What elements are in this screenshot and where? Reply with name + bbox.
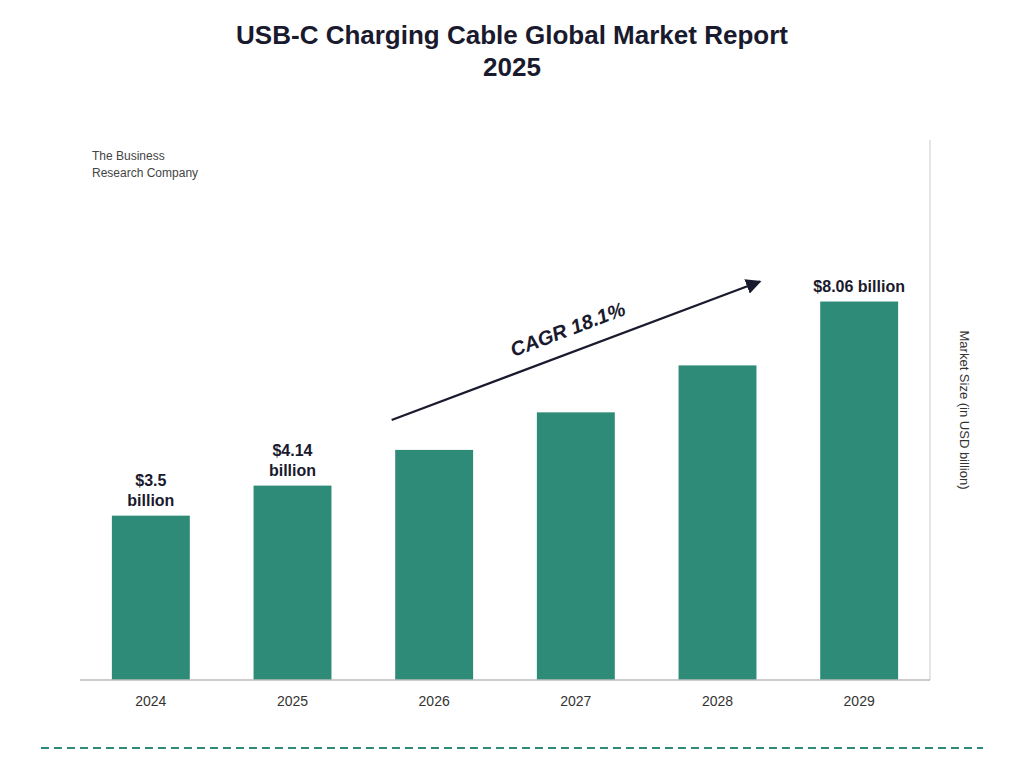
title: USB-C Charging Cable Global Market Repor… [236, 20, 788, 82]
bar [679, 365, 757, 680]
x-tick-label: 2024 [135, 693, 166, 709]
bar [820, 302, 898, 680]
bottom-rule [41, 747, 983, 749]
bar [112, 516, 190, 680]
x-tick-label: 2029 [844, 693, 875, 709]
x-tick-label: 2028 [702, 693, 733, 709]
bar [395, 450, 473, 680]
x-tick-label: 2027 [560, 693, 591, 709]
x-tick-label: 2025 [277, 693, 308, 709]
chart: USB-C Charging Cable Global Market Repor… [0, 0, 1024, 768]
x-axis-line [80, 679, 930, 681]
bar [254, 486, 332, 680]
data-label: $4.14billion [269, 442, 316, 479]
data-label: $3.5billion [127, 472, 174, 509]
cagr-arrow [392, 282, 760, 420]
bars [112, 302, 898, 680]
bar [537, 412, 615, 680]
y-axis-label: Market Size (in USD billion) [957, 331, 972, 490]
cagr-label: CAGR 18.1% [507, 298, 628, 361]
data-label: $8.06 billion [813, 278, 905, 295]
x-tick-label: 2026 [419, 693, 450, 709]
y-axis-line [930, 140, 931, 680]
brand-text: The BusinessResearch Company [92, 149, 198, 180]
